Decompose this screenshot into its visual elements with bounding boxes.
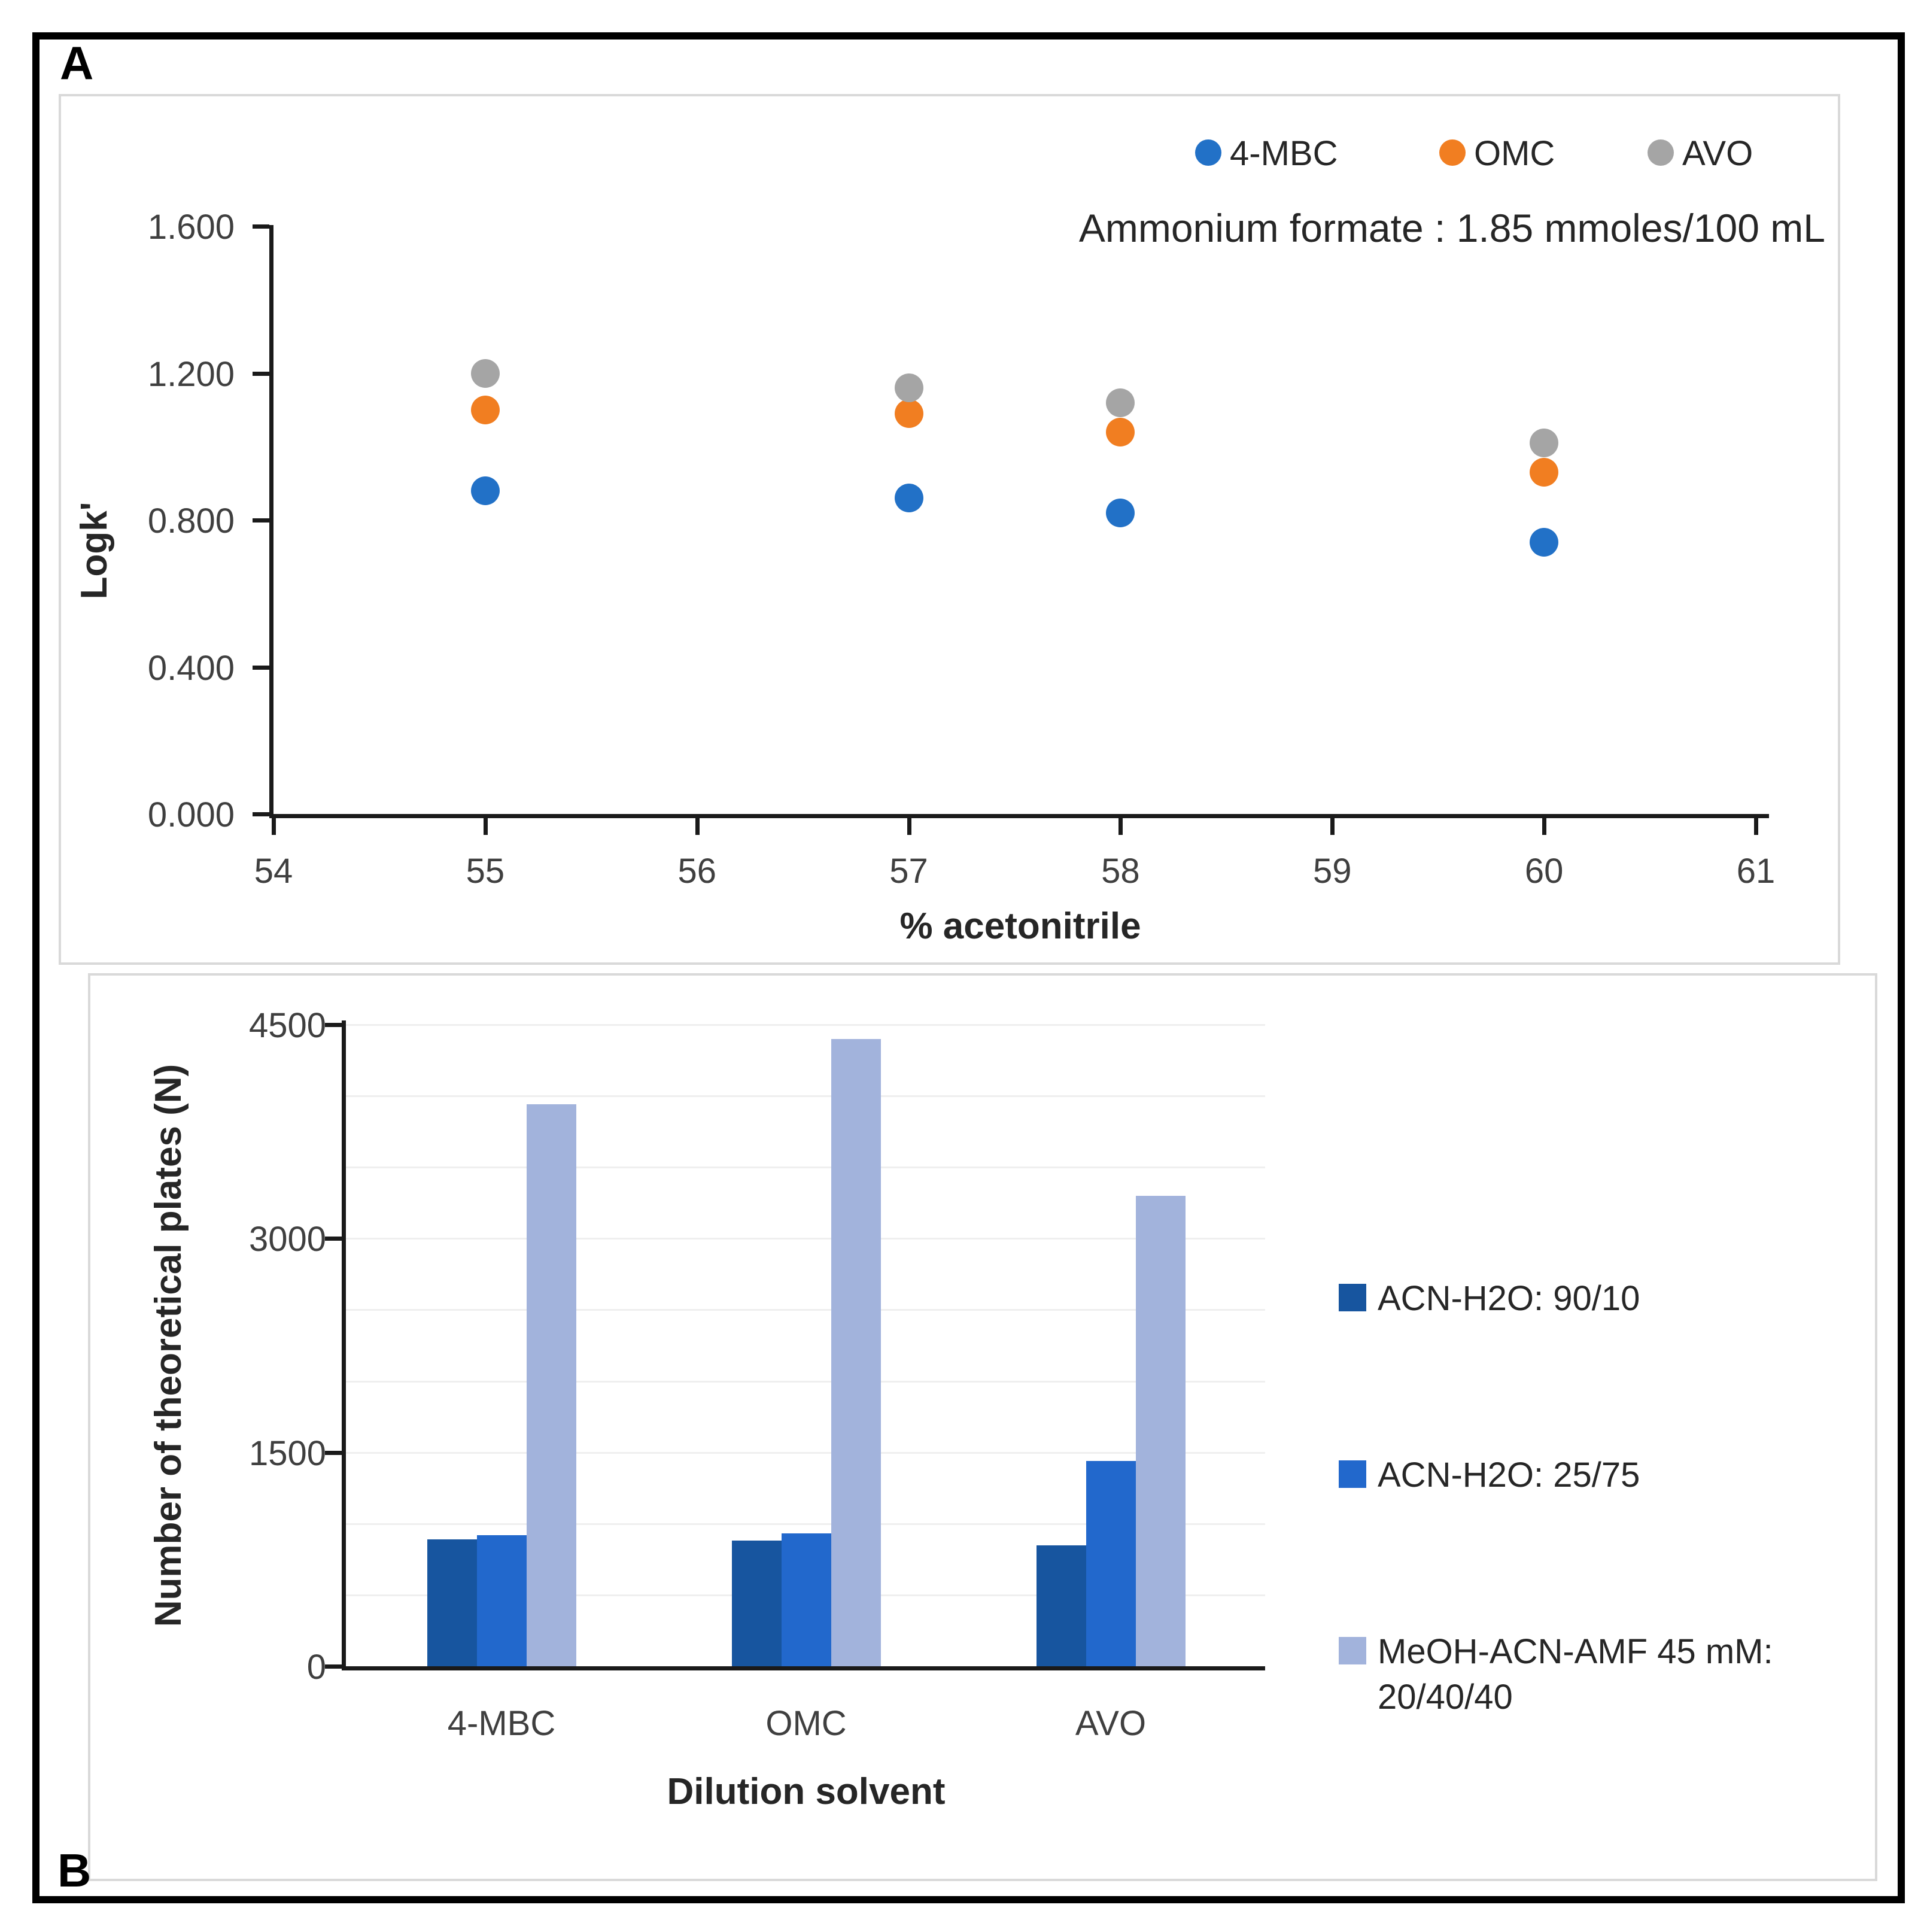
gridline-1500: [346, 1451, 1265, 1454]
scatter-point-OMC: [1530, 458, 1559, 487]
panel-a-annotation: Ammonium formate : 1.85 mmoles/100 mL: [1078, 206, 1825, 250]
y-axis-tick: [325, 1023, 342, 1027]
y-axis-tick: [325, 1664, 342, 1669]
x-axis-tick: [1542, 818, 1547, 835]
y-axis-tick-label: 0.400: [147, 648, 235, 688]
x-axis-tick-label: 61: [1736, 852, 1776, 891]
y-axis-tick: [253, 812, 269, 816]
legend-label-AVO: AVO: [1682, 134, 1753, 173]
panel-b-y-axis-title: Number of theoretical plates (N): [148, 1064, 189, 1627]
panel-b-label: B: [57, 1844, 92, 1897]
x-axis-tick: [907, 818, 911, 835]
x-axis-tick: [1754, 818, 1758, 835]
bar-AVO-MeOH-ACN-AMF 45 mM: 20/40/40: [1135, 1195, 1186, 1666]
x-axis-tick-label: 56: [677, 852, 716, 891]
gridline-4500: [346, 1024, 1265, 1026]
panel-a-label: A: [60, 37, 94, 89]
y-axis-tick-label: 1.200: [147, 354, 235, 394]
legend-label-ACN-H2O: 90/10: ACN-H2O: 90/10: [1378, 1279, 1640, 1318]
y-axis-tick: [253, 371, 269, 376]
x-axis-line: [269, 814, 1769, 818]
legend-marker-OMC: [1439, 139, 1466, 166]
legend-label-ACN-H2O: 25/75: ACN-H2O: 25/75: [1378, 1456, 1640, 1494]
y-axis-line: [342, 1020, 346, 1670]
y-axis-line: [269, 225, 273, 818]
category-label-4-MBC: 4-MBC: [447, 1704, 556, 1743]
scatter-point-4-MBC: [470, 476, 500, 505]
y-axis-tick: [325, 1237, 342, 1241]
x-axis-tick-label: 55: [466, 852, 505, 891]
legend-swatch-ACN-H2O: 25/75: [1339, 1460, 1366, 1488]
bar-AVO-ACN-H2O: 25/75: [1086, 1460, 1136, 1666]
y-axis-tick-label: 4500: [248, 1006, 326, 1045]
bar-4-MBC-ACN-H2O: 90/10: [427, 1539, 477, 1666]
scatter-point-4-MBC: [1106, 498, 1135, 527]
x-axis-tick: [1330, 818, 1335, 835]
legend-label-MeOH-ACN-AMF 45 mM: 20/40/40: MeOH-ACN-AMF 45 mM:: [1378, 1632, 1773, 1671]
scatter-point-AVO: [1106, 388, 1135, 417]
x-axis-line: [342, 1666, 1265, 1670]
category-label-AVO: AVO: [1075, 1704, 1147, 1743]
y-axis-tick: [253, 665, 269, 670]
x-axis-tick-label: 58: [1101, 852, 1140, 891]
bar-4-MBC-ACN-H2O: 25/75: [476, 1535, 527, 1666]
x-axis-tick-label: 60: [1524, 852, 1564, 891]
category-label-OMC: OMC: [765, 1704, 847, 1743]
gridline-2000: [346, 1380, 1265, 1383]
y-axis-tick-label: 1500: [248, 1433, 326, 1473]
y-axis-tick-label: 0: [306, 1648, 326, 1687]
gridline-1000: [346, 1523, 1265, 1525]
panel-b-box: [88, 973, 1877, 1881]
legend-label-OMC: OMC: [1474, 134, 1555, 173]
legend-swatch-ACN-H2O: 90/10: [1339, 1284, 1366, 1311]
bar-4-MBC-MeOH-ACN-AMF 45 mM: 20/40/40: [526, 1104, 576, 1666]
gridline-2500: [346, 1309, 1265, 1311]
bar-OMC-ACN-H2O: 90/10: [731, 1541, 782, 1666]
x-axis-tick: [272, 818, 276, 835]
x-axis-tick-label: 57: [889, 852, 928, 891]
legend-label-MeOH-ACN-AMF 45 mM: 20/40/40-line2: 20/40/40: [1378, 1678, 1513, 1717]
legend-marker-AVO: [1648, 139, 1674, 166]
y-axis-tick: [253, 224, 269, 229]
bar-AVO-ACN-H2O: 90/10: [1036, 1545, 1086, 1666]
scatter-point-AVO: [1530, 429, 1559, 458]
scatter-point-AVO: [470, 359, 500, 388]
bar-OMC-ACN-H2O: 25/75: [781, 1533, 831, 1666]
x-axis-tick: [1118, 818, 1123, 835]
y-axis-tick: [253, 518, 269, 523]
scatter-point-OMC: [1106, 417, 1135, 446]
legend-label-4-MBC: 4-MBC: [1230, 134, 1338, 173]
x-axis-tick-label: 59: [1313, 852, 1352, 891]
gridline-3000: [346, 1238, 1265, 1240]
legend-swatch-MeOH-ACN-AMF 45 mM: 20/40/40: [1339, 1637, 1366, 1664]
panel-b-x-axis-title: Dilution solvent: [667, 1771, 946, 1812]
y-axis-tick-label: 1.600: [147, 208, 235, 247]
scatter-point-OMC: [894, 399, 923, 428]
y-axis-tick-label: 0.000: [147, 795, 235, 834]
gridline-4000: [346, 1095, 1265, 1098]
legend-marker-4-MBC: [1195, 139, 1221, 166]
bar-OMC-MeOH-ACN-AMF 45 mM: 20/40/40: [831, 1038, 881, 1666]
x-axis-tick: [695, 818, 700, 835]
figure-outer-border: [32, 32, 1905, 1903]
scatter-point-4-MBC: [894, 484, 923, 513]
gridline-3500: [346, 1167, 1265, 1169]
scatter-point-4-MBC: [1530, 527, 1559, 557]
scatter-point-AVO: [894, 373, 923, 403]
y-axis-tick-label: 3000: [248, 1220, 326, 1259]
x-axis-tick-label: 54: [254, 852, 293, 891]
x-axis-tick: [483, 818, 488, 835]
panel-a-x-axis-title: % acetonitrile: [899, 906, 1141, 947]
scatter-point-OMC: [470, 395, 500, 424]
y-axis-tick: [325, 1450, 342, 1455]
y-axis-tick-label: 0.800: [147, 502, 235, 540]
